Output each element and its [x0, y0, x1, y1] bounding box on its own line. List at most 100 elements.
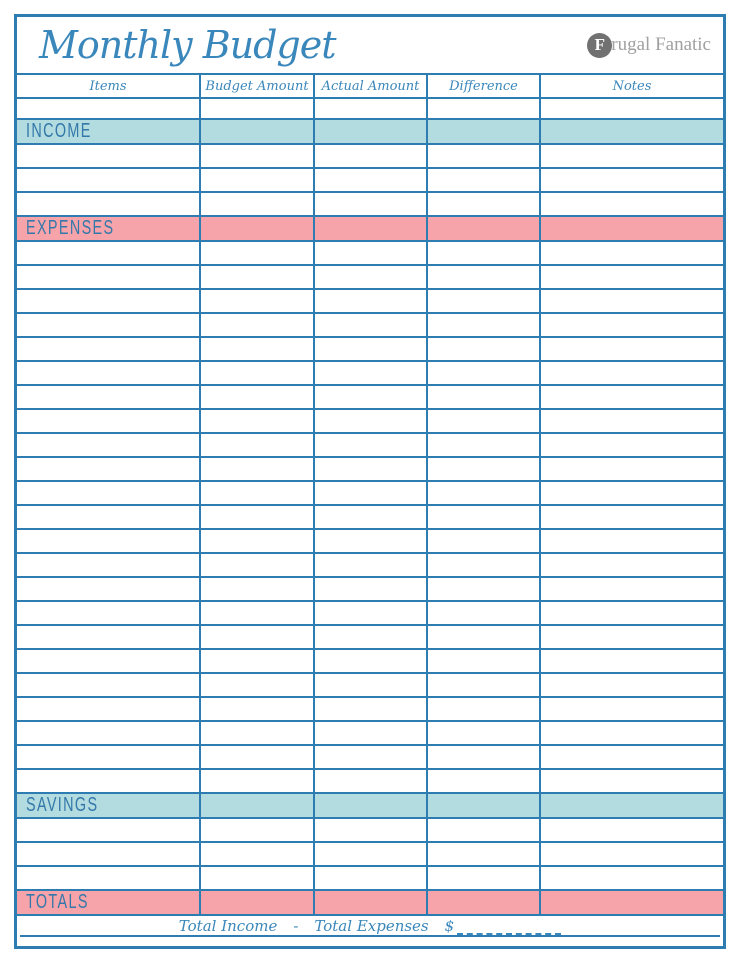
entry-row [17, 698, 723, 722]
entry-cell-notes [541, 770, 723, 792]
entry-cell-actual [315, 530, 428, 552]
entry-cell-budget [201, 434, 315, 456]
entry-cell-budget [201, 602, 315, 624]
entry-cell-budget [201, 674, 315, 696]
entry-cell-budget [201, 99, 315, 118]
entry-cell-items [17, 458, 201, 480]
entry-cell-budget [201, 867, 315, 889]
section-cell-budget [201, 794, 315, 817]
entry-row [17, 746, 723, 770]
brand-badge-icon: F [587, 32, 613, 58]
section-cell-diff [428, 120, 541, 143]
fill-in-line [457, 921, 562, 935]
entry-cell-items [17, 386, 201, 408]
totals-section-row: TOTALS [17, 891, 723, 916]
entry-cell-budget [201, 242, 315, 264]
entry-cell-actual [315, 698, 428, 720]
entry-cell-notes [541, 674, 723, 696]
entry-cell-notes [541, 578, 723, 600]
entry-cell-actual [315, 482, 428, 504]
entry-cell-diff [428, 362, 541, 384]
entry-row [17, 722, 723, 746]
entry-cell-notes [541, 458, 723, 480]
entry-row [17, 242, 723, 266]
total-expenses-label: Total Expenses [314, 916, 429, 935]
entry-cell-actual [315, 674, 428, 696]
entry-row [17, 314, 723, 338]
entry-cell-diff [428, 626, 541, 648]
entry-cell-actual [315, 867, 428, 889]
income-section-row: INCOME [17, 120, 723, 145]
section-cell-actual [315, 794, 428, 817]
column-header-items: Items [17, 75, 201, 97]
entry-row [17, 145, 723, 169]
entry-cell-items [17, 554, 201, 576]
currency-symbol: $ [444, 916, 455, 935]
section-cell-diff [428, 217, 541, 240]
page-title: Monthly Budget [39, 23, 337, 67]
entry-cell-diff [428, 674, 541, 696]
entry-cell-notes [541, 746, 723, 768]
entry-cell-budget [201, 698, 315, 720]
entry-cell-items [17, 434, 201, 456]
title-row: Monthly Budget F rugal Fanatic [17, 17, 723, 75]
entry-cell-diff [428, 266, 541, 288]
entry-cell-notes [541, 554, 723, 576]
entry-cell-diff [428, 843, 541, 865]
entry-cell-actual [315, 554, 428, 576]
entry-cell-budget [201, 193, 315, 215]
entry-cell-actual [315, 242, 428, 264]
entry-cell-notes [541, 530, 723, 552]
entry-cell-items [17, 290, 201, 312]
entry-row [17, 867, 723, 891]
entry-cell-diff [428, 314, 541, 336]
entry-cell-items [17, 746, 201, 768]
entry-row [17, 338, 723, 362]
entry-row [17, 362, 723, 386]
entry-cell-notes [541, 290, 723, 312]
entry-cell-actual [315, 458, 428, 480]
entry-row [17, 482, 723, 506]
entry-cell-notes [541, 410, 723, 432]
entry-cell-diff [428, 145, 541, 167]
entry-row [17, 530, 723, 554]
section-cell-budget [201, 891, 315, 914]
entry-cell-actual [315, 169, 428, 191]
entry-row [17, 578, 723, 602]
entry-cell-diff [428, 242, 541, 264]
section-label-savings: SAVINGS [26, 794, 99, 816]
entry-cell-actual [315, 290, 428, 312]
entry-cell-notes [541, 145, 723, 167]
entry-cell-budget [201, 145, 315, 167]
entry-cell-actual [315, 602, 428, 624]
entry-cell-diff [428, 338, 541, 360]
entry-cell-items [17, 698, 201, 720]
entry-cell-budget [201, 386, 315, 408]
entry-cell-items [17, 338, 201, 360]
entry-cell-items [17, 843, 201, 865]
entry-cell-items [17, 650, 201, 672]
column-header-notes: Notes [612, 78, 652, 94]
entry-cell-actual [315, 650, 428, 672]
entry-row [17, 99, 723, 120]
entry-cell-actual [315, 626, 428, 648]
entry-row [17, 626, 723, 650]
entry-cell-actual [315, 410, 428, 432]
entry-cell-notes [541, 362, 723, 384]
entry-cell-notes [541, 867, 723, 889]
entry-cell-budget [201, 410, 315, 432]
entry-cell-actual [315, 314, 428, 336]
entry-cell-items [17, 362, 201, 384]
entry-row [17, 193, 723, 217]
brand-name: rugal Fanatic [611, 34, 711, 55]
entry-cell-items [17, 266, 201, 288]
entry-cell-diff [428, 578, 541, 600]
entry-row [17, 674, 723, 698]
entry-cell-diff [428, 602, 541, 624]
entry-cell-budget [201, 650, 315, 672]
entry-cell-budget [201, 530, 315, 552]
entry-cell-diff [428, 290, 541, 312]
entry-cell-notes [541, 698, 723, 720]
entry-cell-budget [201, 746, 315, 768]
entry-cell-notes [541, 722, 723, 744]
